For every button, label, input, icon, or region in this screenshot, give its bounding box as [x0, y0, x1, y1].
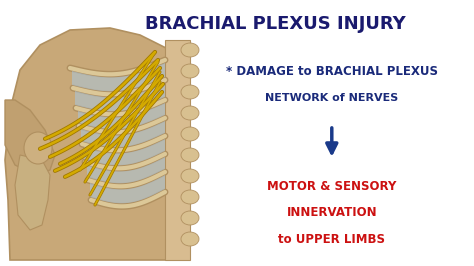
Ellipse shape [181, 190, 199, 204]
Ellipse shape [181, 211, 199, 225]
Text: NETWORK of NERVES: NETWORK of NERVES [265, 93, 399, 103]
Ellipse shape [181, 148, 199, 162]
Ellipse shape [181, 43, 199, 57]
Text: MOTOR & SENSORY: MOTOR & SENSORY [267, 180, 396, 193]
Polygon shape [90, 175, 165, 203]
Polygon shape [15, 155, 50, 230]
Polygon shape [165, 40, 190, 260]
Text: INNERVATION: INNERVATION [286, 206, 377, 219]
Text: * DAMAGE to BRACHIAL PLEXUS: * DAMAGE to BRACHIAL PLEXUS [226, 65, 438, 78]
Polygon shape [5, 100, 55, 175]
Ellipse shape [24, 132, 52, 164]
Polygon shape [87, 157, 165, 183]
Ellipse shape [181, 232, 199, 246]
Polygon shape [75, 83, 165, 111]
Polygon shape [81, 121, 165, 147]
Ellipse shape [181, 169, 199, 183]
Text: BRACHIAL PLEXUS INJURY: BRACHIAL PLEXUS INJURY [145, 15, 405, 33]
Polygon shape [72, 63, 165, 91]
Text: to UPPER LIMBS: to UPPER LIMBS [278, 233, 385, 246]
Ellipse shape [181, 127, 199, 141]
Polygon shape [84, 139, 165, 165]
Polygon shape [5, 28, 190, 260]
Ellipse shape [181, 64, 199, 78]
Ellipse shape [181, 106, 199, 120]
Polygon shape [78, 103, 165, 129]
Ellipse shape [181, 85, 199, 99]
